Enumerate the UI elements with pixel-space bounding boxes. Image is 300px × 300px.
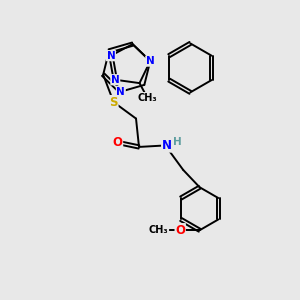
Text: O: O <box>175 224 185 237</box>
Text: N: N <box>162 139 172 152</box>
Text: O: O <box>112 136 122 149</box>
Text: CH₃: CH₃ <box>149 225 169 235</box>
Text: N: N <box>116 87 125 97</box>
Text: H: H <box>173 137 182 147</box>
Text: S: S <box>110 96 118 109</box>
Text: N: N <box>111 75 120 85</box>
Text: N: N <box>146 56 154 66</box>
Text: N: N <box>106 51 116 61</box>
Text: CH₃: CH₃ <box>137 93 157 103</box>
